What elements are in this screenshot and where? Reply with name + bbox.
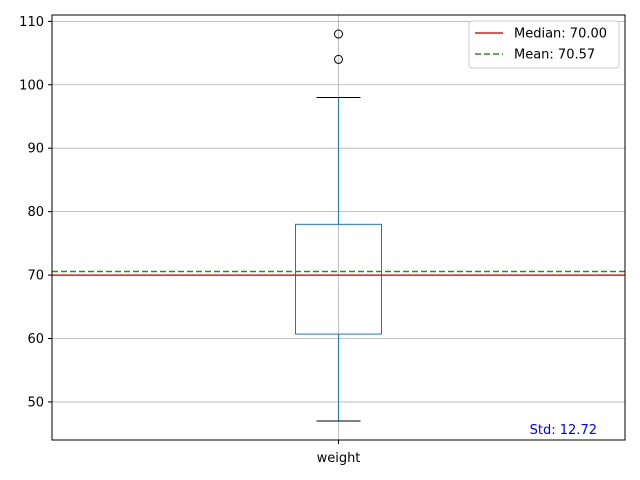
y-tick-label: 80 [27, 205, 44, 220]
y-tick-label: 100 [19, 78, 44, 93]
y-axis: 50 60 70 80 90 100 110 [19, 15, 52, 410]
legend-label: Mean: 70.57 [514, 48, 595, 63]
outlier-point [334, 29, 343, 39]
y-tick-label: 70 [27, 269, 44, 284]
y-tick-label: 110 [19, 15, 44, 30]
y-tick-label: 60 [27, 332, 44, 347]
legend: Median: 70.00 Mean: 70.57 [468, 20, 620, 69]
x-axis: weight [317, 440, 361, 466]
box-iqr [295, 223, 382, 335]
y-tick-label: 90 [27, 142, 44, 157]
legend-box [468, 20, 620, 69]
x-tick-label: weight [317, 451, 361, 466]
box-plot [295, 29, 382, 422]
legend-label: Median: 70.00 [514, 27, 607, 42]
y-tick-label: 50 [27, 395, 44, 410]
std-annotation: Std: 12.72 [530, 423, 597, 438]
reference-lines [52, 270, 625, 276]
outlier-point [334, 54, 343, 64]
